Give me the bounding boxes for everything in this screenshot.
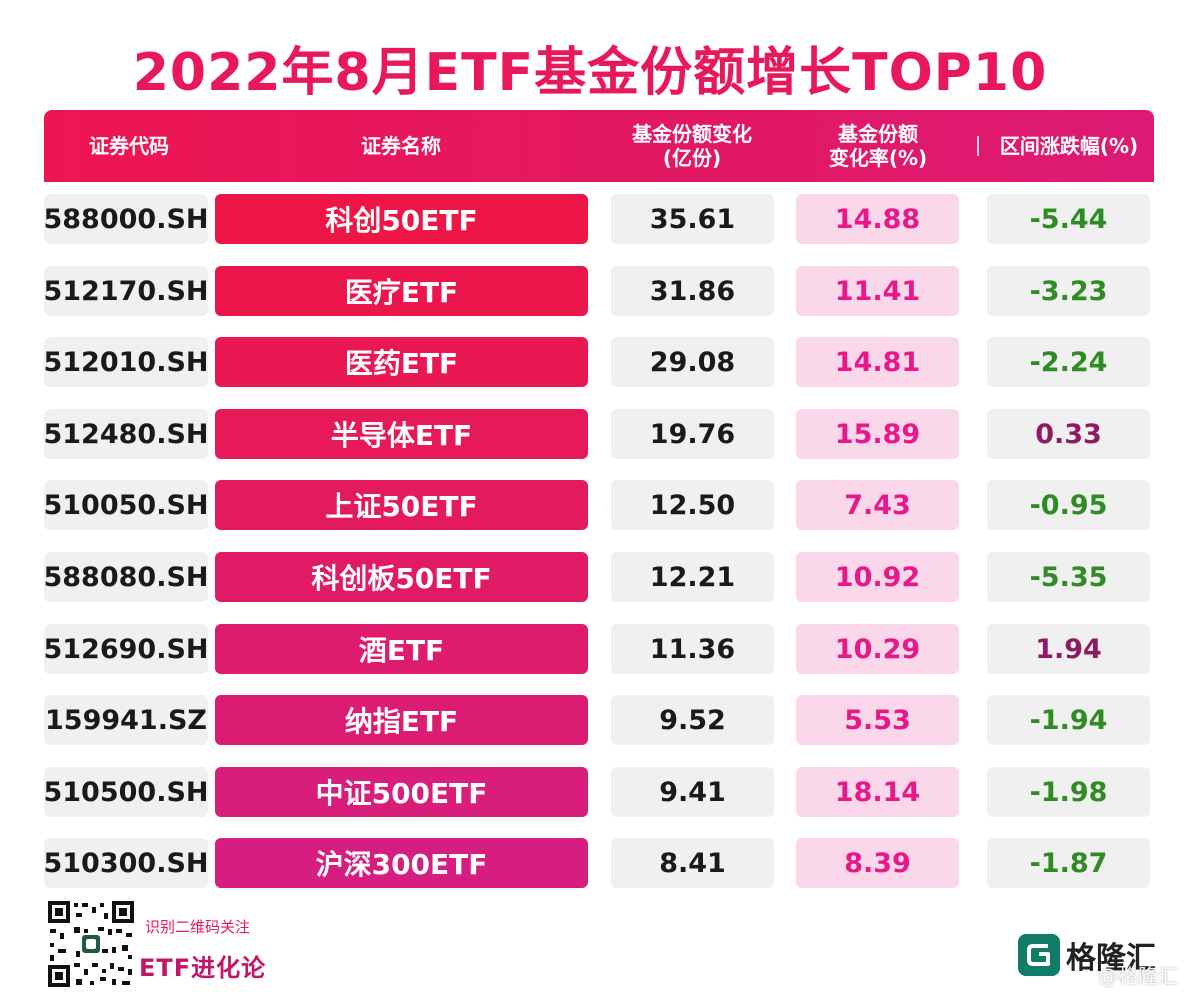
cell-code: 512170.SH <box>43 266 209 316</box>
cell-code: 159941.SZ <box>44 695 208 745</box>
cell-rate: 10.92 <box>796 552 959 602</box>
cell-code: 588080.SH <box>43 552 209 602</box>
cell-code: 588000.SH <box>43 194 209 244</box>
table-header: 证券代码 证券名称 基金份额变化 (亿份) 基金份额 变化率(%) 区间涨跌幅(… <box>44 110 1154 182</box>
cell-rate: 15.89 <box>796 409 959 459</box>
cell-name: 酒ETF <box>215 624 588 674</box>
gelonghui-logo: 格隆汇 <box>1018 933 1156 977</box>
table-row: 512170.SH 医疗ETF 31.86 11.41 -3.23 <box>0 266 1200 316</box>
cell-rate: 18.14 <box>796 767 959 817</box>
logo-text: 格隆汇 <box>1066 941 1156 976</box>
cell-change: 9.41 <box>611 767 774 817</box>
cell-name: 医疗ETF <box>215 266 588 316</box>
header-rate: 基金份额 变化率(%) <box>828 122 928 170</box>
qr-label: 识别二维码关注 <box>145 918 251 936</box>
cell-change: 29.08 <box>611 337 774 387</box>
brand-name: ETF进化论 <box>139 954 267 982</box>
cell-rate: 7.43 <box>796 480 959 530</box>
gelonghui-logo-icon <box>1018 934 1060 976</box>
cell-change: 8.41 <box>611 838 774 888</box>
cell-change: 19.76 <box>611 409 774 459</box>
cell-rate: 8.39 <box>796 838 959 888</box>
cell-pct: 0.33 <box>987 409 1150 459</box>
cell-name: 科创50ETF <box>215 194 588 244</box>
cell-name: 中证500ETF <box>215 767 588 817</box>
table-row: 588080.SH 科创板50ETF 12.21 10.92 -5.35 <box>0 552 1200 602</box>
table-row: 510300.SH 沪深300ETF 8.41 8.39 -1.87 <box>0 838 1200 888</box>
cell-rate: 14.81 <box>796 337 959 387</box>
cell-pct: -5.35 <box>987 552 1150 602</box>
header-pct: 区间涨跌幅(%) <box>999 134 1139 158</box>
cell-rate: 5.53 <box>796 695 959 745</box>
cell-pct: -5.44 <box>987 194 1150 244</box>
cell-code: 512010.SH <box>43 337 209 387</box>
cell-name: 沪深300ETF <box>215 838 588 888</box>
table-row: 588000.SH 科创50ETF 35.61 14.88 -5.44 <box>0 194 1200 244</box>
cell-pct: -1.94 <box>987 695 1150 745</box>
cell-change: 31.86 <box>611 266 774 316</box>
cell-rate: 14.88 <box>796 194 959 244</box>
qr-code-icon <box>46 899 136 989</box>
cell-pct: -2.24 <box>987 337 1150 387</box>
header-code: 证券代码 <box>89 134 169 158</box>
cell-pct: 1.94 <box>987 624 1150 674</box>
header-name: 证券名称 <box>361 134 441 158</box>
cell-change: 35.61 <box>611 194 774 244</box>
cell-rate: 10.29 <box>796 624 959 674</box>
cell-pct: -3.23 <box>987 266 1150 316</box>
table-row: 510050.SH 上证50ETF 12.50 7.43 -0.95 <box>0 480 1200 530</box>
cell-pct: -0.95 <box>987 480 1150 530</box>
cell-name: 科创板50ETF <box>215 552 588 602</box>
cell-name: 半导体ETF <box>215 409 588 459</box>
cell-code: 510500.SH <box>43 767 209 817</box>
cell-name: 上证50ETF <box>215 480 588 530</box>
table-row: 512690.SH 酒ETF 11.36 10.29 1.94 <box>0 624 1200 674</box>
cell-code: 510050.SH <box>43 480 209 530</box>
cell-code: 512690.SH <box>43 624 209 674</box>
cell-pct: -1.87 <box>987 838 1150 888</box>
watermark: @格隆汇 <box>1098 964 1178 988</box>
cell-pct: -1.98 <box>987 767 1150 817</box>
table-row: 512480.SH 半导体ETF 19.76 15.89 0.33 <box>0 409 1200 459</box>
table-row: 510500.SH 中证500ETF 9.41 18.14 -1.98 <box>0 767 1200 817</box>
cell-name: 医药ETF <box>215 337 588 387</box>
cell-change: 9.52 <box>611 695 774 745</box>
cell-change: 11.36 <box>611 624 774 674</box>
cell-change: 12.50 <box>611 480 774 530</box>
cell-name: 纳指ETF <box>215 695 588 745</box>
page-title: 2022年8月ETF基金份额增长TOP10 <box>132 43 1048 103</box>
cell-change: 12.21 <box>611 552 774 602</box>
table-row: 159941.SZ 纳指ETF 9.52 5.53 -1.94 <box>0 695 1200 745</box>
header-change: 基金份额变化 (亿份) <box>632 122 752 170</box>
header-separator <box>977 136 979 156</box>
cell-code: 512480.SH <box>43 409 209 459</box>
cell-code: 510300.SH <box>43 838 209 888</box>
table-row: 512010.SH 医药ETF 29.08 14.81 -2.24 <box>0 337 1200 387</box>
cell-rate: 11.41 <box>796 266 959 316</box>
